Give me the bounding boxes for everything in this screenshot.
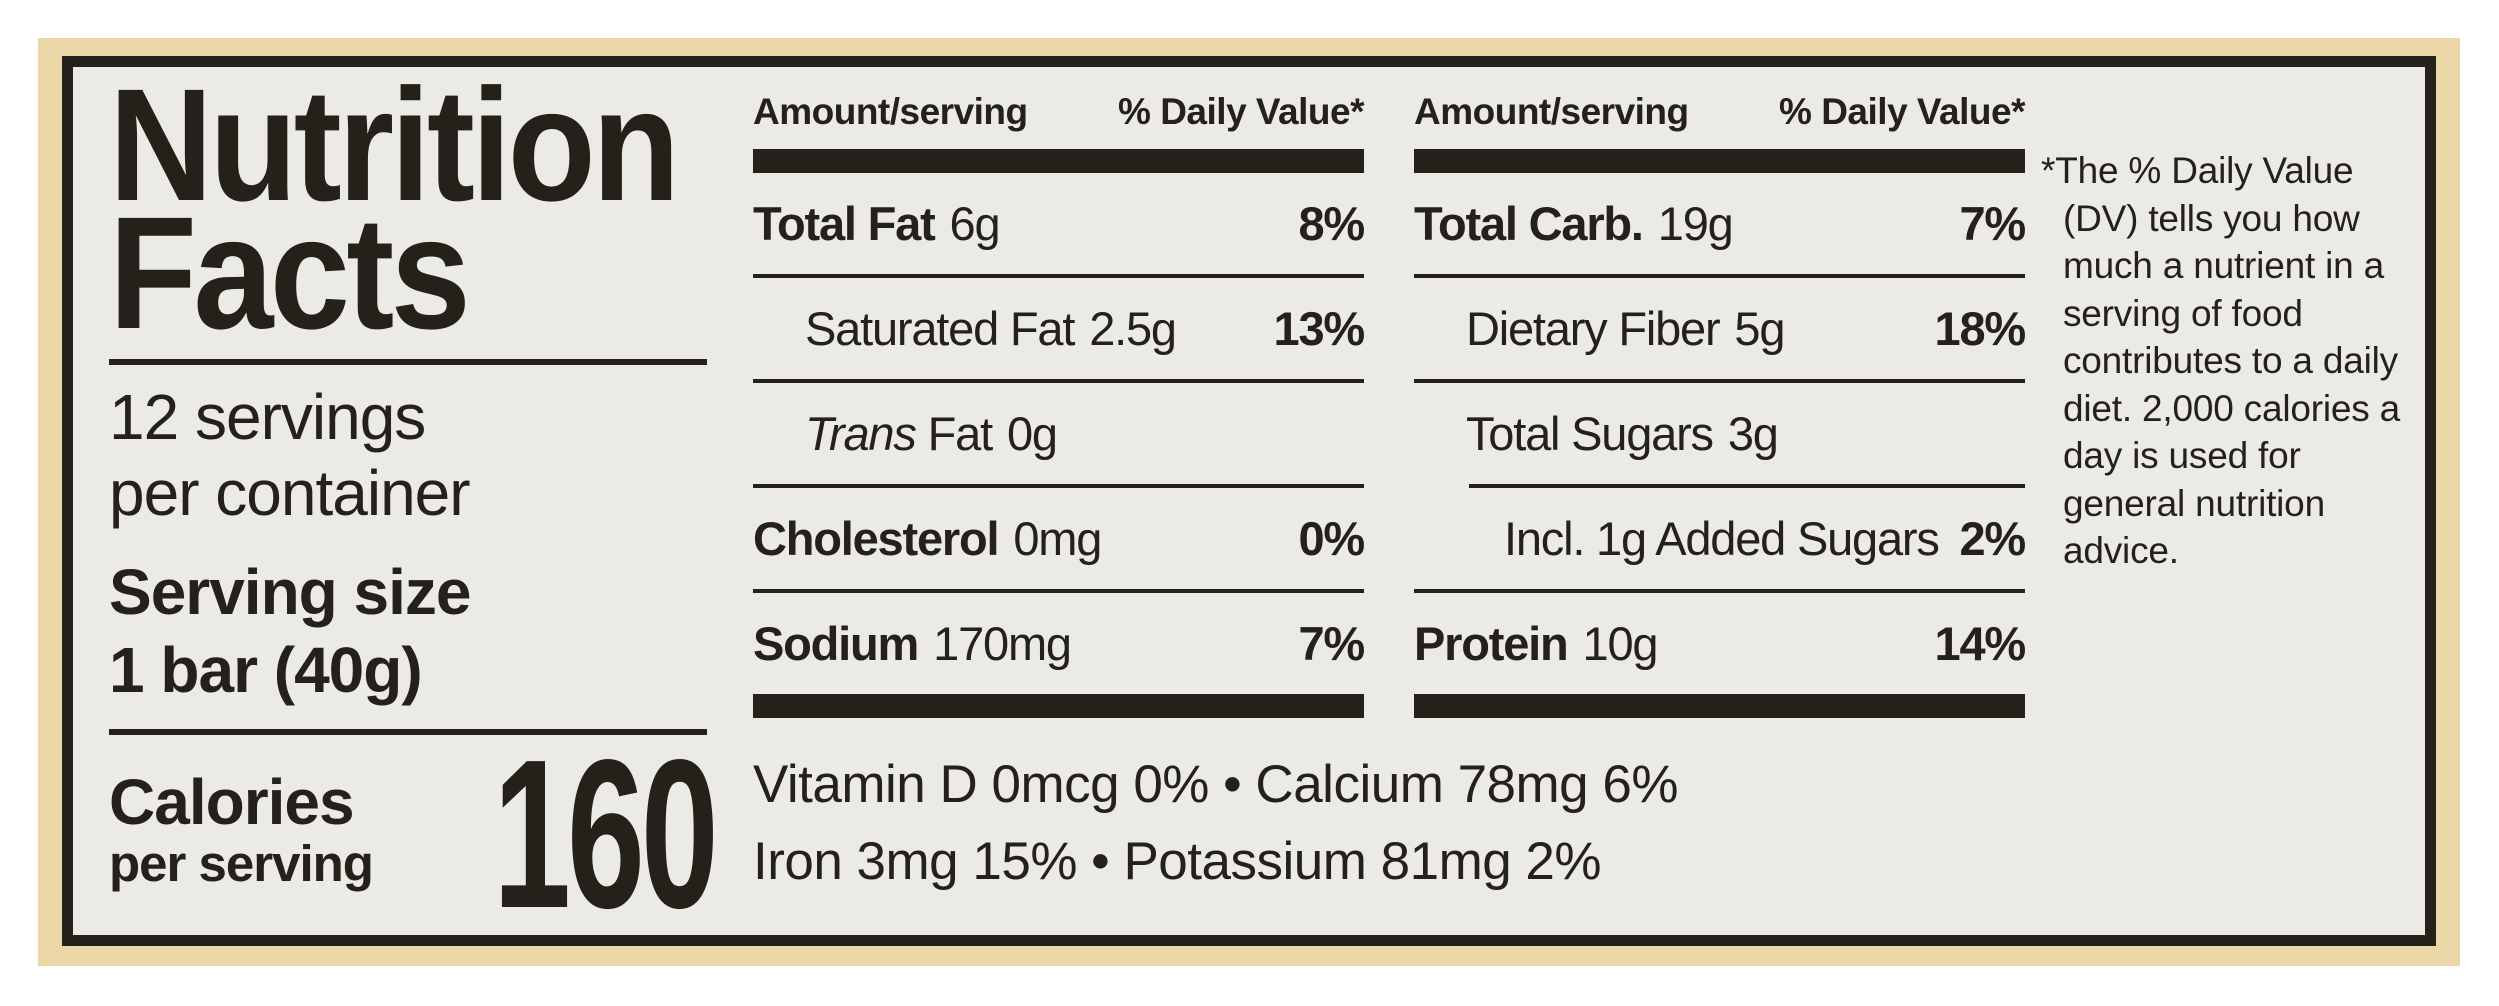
footnote-section: *The % Daily Value (DV) tells you how mu… xyxy=(2031,81,2400,935)
row-divider-indented xyxy=(1469,484,2025,488)
row-divider xyxy=(1414,274,2025,278)
row-total-sugars: Total Sugars 3g xyxy=(1414,383,2025,484)
nutrient-name: Cholesterol xyxy=(753,512,1000,565)
row-divider xyxy=(753,379,1364,383)
nutrient-name: Saturated Fat xyxy=(805,302,1075,355)
label-content: Nutrition Facts 12 servings per containe… xyxy=(73,55,2425,940)
label-title-line2: Facts xyxy=(109,183,471,362)
calories-section: Calories per serving 160 xyxy=(109,728,719,940)
row-total-carb: Total Carb. 19g 7% xyxy=(1414,173,2026,274)
row-added-sugars: Incl. 1g Added Sugars 2% xyxy=(1414,488,2026,589)
serving-size-divider xyxy=(109,729,707,735)
column1-header-bar xyxy=(753,149,1364,173)
nutrient-amount: 2.5g xyxy=(1089,302,1177,355)
column1-header-amount: Amount/serving xyxy=(753,91,1028,132)
micronutrients-line1: Vitamin D 0mcg 0% • Calcium 78mg 6% xyxy=(753,755,1678,814)
package-background: Nutrition Facts 12 servings per containe… xyxy=(38,38,2460,966)
nutrient-dv: 0% xyxy=(1298,512,1365,565)
nutrition-facts-label: Nutrition Facts 12 servings per containe… xyxy=(62,56,2436,946)
servings-line1: 12 servings xyxy=(109,381,426,453)
column1-bottom-bar xyxy=(753,694,1364,718)
nutrient-amount: 5g xyxy=(1734,302,1785,355)
nutrient-column-2: Amount/serving % Daily Value* Total Carb… xyxy=(1414,81,2027,718)
title-divider xyxy=(109,359,707,365)
row-protein: Protein 10g 14% xyxy=(1414,593,2027,694)
nutrient-name: Total Sugars xyxy=(1466,407,1714,460)
nutrient-name-italic: Trans xyxy=(805,407,917,460)
label-title-line1: Nutrition xyxy=(109,55,680,234)
row-divider xyxy=(753,589,1364,593)
row-sodium: Sodium 170mg 7% xyxy=(753,593,1365,694)
micronutrients-line2: Iron 3mg 15% • Potassium 81mg 2% xyxy=(753,832,1602,891)
row-divider xyxy=(753,484,1364,488)
column1-header-dv: % Daily Value* xyxy=(1118,91,1364,132)
row-total-fat: Total Fat 6g 8% xyxy=(753,173,1365,274)
nutrient-amount: 3g xyxy=(1727,407,1779,460)
title-section: Nutrition Facts 12 servings per containe… xyxy=(109,55,739,940)
row-cholesterol: Cholesterol 0mg 0% xyxy=(753,488,1365,589)
nutrient-name: Dietary Fiber xyxy=(1466,302,1721,355)
label-title: Nutrition Facts xyxy=(109,55,739,362)
column2-header-amount: Amount/serving xyxy=(1414,91,1689,132)
row-divider xyxy=(1414,589,2025,593)
row-saturated-fat: Saturated Fat 2.5g 13% xyxy=(753,278,1366,379)
nutrient-name: Incl. 1g Added Sugars xyxy=(1504,512,1940,565)
column2-header-dv: % Daily Value* xyxy=(1779,91,2025,132)
nutrient-dv: 2% xyxy=(1959,512,2026,565)
serving-size-label: Serving size xyxy=(109,556,472,628)
nutrient-dv: 13% xyxy=(1273,302,1366,355)
calories-value: 160 xyxy=(493,715,719,952)
column2-header: Amount/serving % Daily Value* xyxy=(1414,81,2025,149)
nutrient-amount: 19g xyxy=(1657,197,1734,250)
servings-per-container: 12 servings per container xyxy=(109,379,709,531)
nutrient-columns: Amount/serving % Daily Value* Total Fat 6… xyxy=(753,81,2027,718)
nutrient-amount: 10g xyxy=(1582,617,1659,670)
nutrient-name: Fat xyxy=(927,407,994,460)
nutrient-dv: 7% xyxy=(1298,617,1365,670)
row-divider xyxy=(1414,379,2025,383)
micronutrients-section: Vitamin D 0mcg 0% • Calcium 78mg 6% Iron… xyxy=(753,718,2025,900)
nutrient-dv: 14% xyxy=(1934,617,2027,670)
nutrients-section: Amount/serving % Daily Value* Total Fat 6… xyxy=(739,81,2031,935)
column2-header-bar xyxy=(1414,149,2025,173)
nutrient-name: Sodium xyxy=(753,617,919,670)
nutrient-name: Protein xyxy=(1414,617,1569,670)
nutrient-amount: 0mg xyxy=(1013,512,1102,565)
daily-value-footnote: *The % Daily Value (DV) tells you how mu… xyxy=(2041,150,2401,571)
row-divider xyxy=(753,274,1364,278)
serving-size: Serving size 1 bar (40g) xyxy=(109,553,709,709)
nutrient-dv: 7% xyxy=(1959,197,2026,250)
nutrient-amount: 170mg xyxy=(933,617,1072,670)
calories-label-line2: per serving xyxy=(109,835,374,892)
row-dietary-fiber: Dietary Fiber 5g 18% xyxy=(1414,278,2027,379)
column2-bottom-bar xyxy=(1414,694,2025,718)
nutrient-amount: 6g xyxy=(949,197,1001,250)
nutrient-name: Total Carb. xyxy=(1414,197,1644,250)
nutrient-name: Total Fat xyxy=(753,197,936,250)
servings-line2: per container xyxy=(109,457,471,529)
nutrient-dv: 18% xyxy=(1934,302,2027,355)
column1-header: Amount/serving % Daily Value* xyxy=(753,81,1364,149)
calories-label-line1: Calories xyxy=(109,766,355,838)
nutrient-column-1: Amount/serving % Daily Value* Total Fat 6… xyxy=(753,81,1366,718)
serving-size-value: 1 bar (40g) xyxy=(109,634,423,706)
nutrient-dv: 8% xyxy=(1298,197,1365,250)
nutrient-amount: 0g xyxy=(1006,407,1058,460)
row-trans-fat: Trans Fat 0g xyxy=(753,383,1364,484)
